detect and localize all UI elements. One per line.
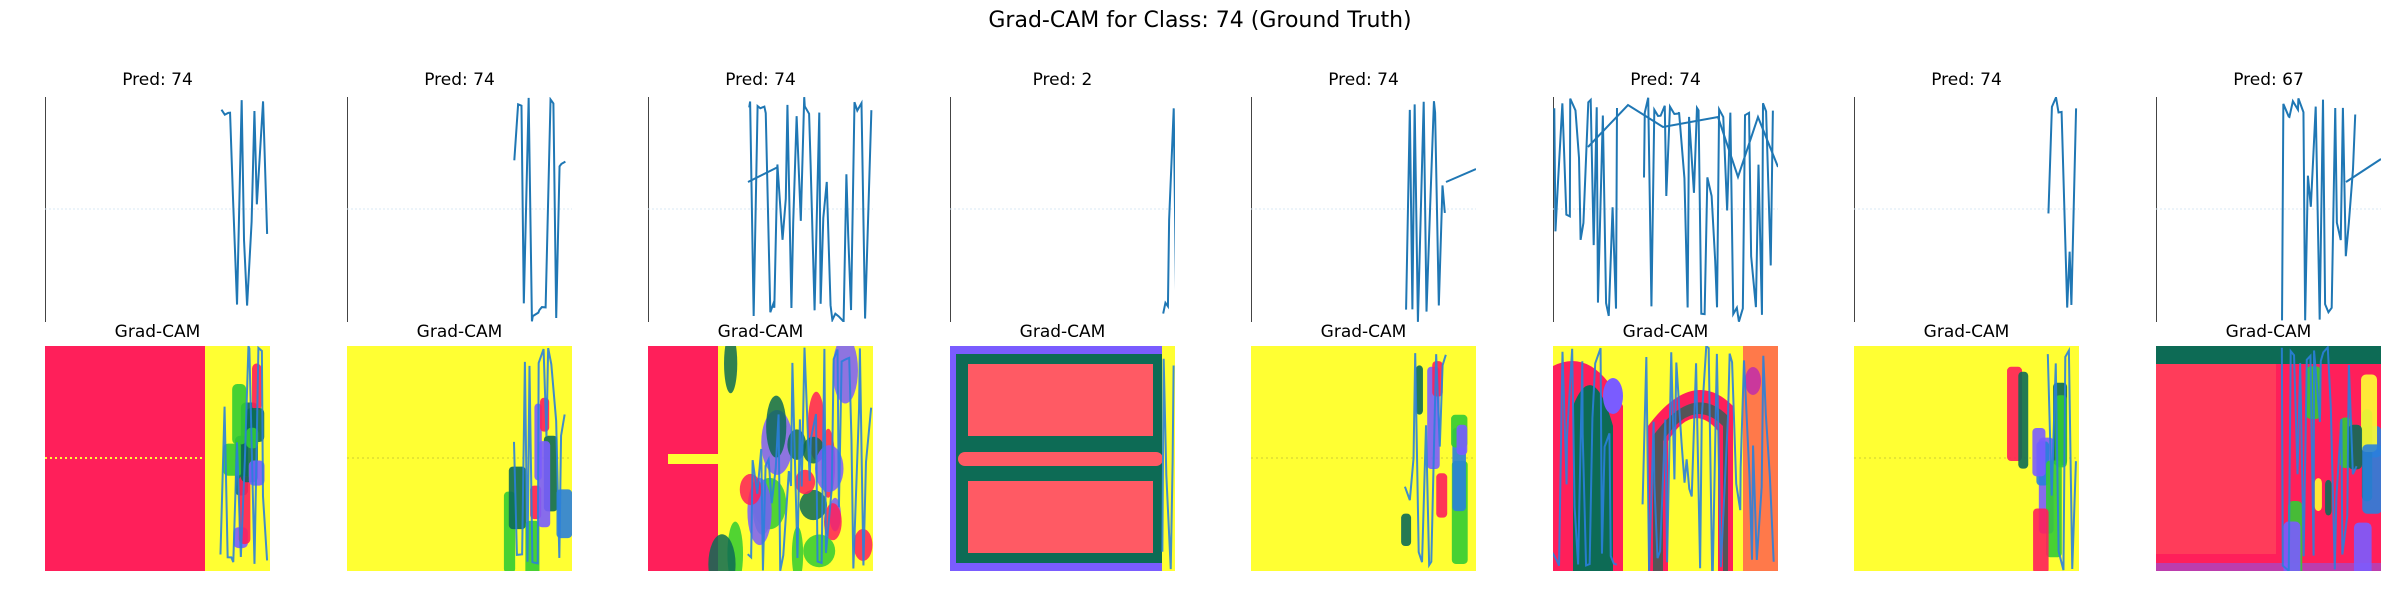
heatmap-svg [347,346,572,571]
overlay-trace [219,346,269,564]
signal-line-plot [45,97,270,322]
heatmap-svg [648,346,873,571]
signal-line-svg [1251,97,1476,322]
grad-cam-heatmap [347,346,572,571]
pred-title: Pred: 74 [122,70,193,90]
signal-line-plot [950,97,1175,322]
pred-title: Pred: 74 [725,70,796,90]
signal-line-svg [347,97,572,322]
signal-line-plot [1251,97,1476,322]
signal-line-plot [1854,97,2079,322]
signal-line-plot [1553,97,1778,322]
grad-cam-heatmap [950,346,1175,571]
grad-cam-heatmap [1553,346,1778,571]
signal-trace [1642,97,1774,322]
signal-trace [1553,97,1618,317]
signal-ramp [2345,158,2381,183]
heatmap-svg [2156,346,2381,571]
overlay-trace [2280,346,2358,571]
pred-title: Pred: 74 [1931,70,2002,90]
signal-ramp [1587,103,1778,181]
signal-trace [513,97,566,322]
signal-trace [2047,97,2078,308]
grad-cam-title: Grad-CAM [114,322,201,342]
pred-title: Pred: 74 [424,70,495,90]
heatmap-svg [1553,346,1778,571]
overlay-trace [1161,358,1175,570]
heatmap-svg [950,346,1175,571]
grad-cam-title: Grad-CAM [717,322,804,342]
signal-line-svg [648,97,873,322]
overlay-trace [2046,346,2077,571]
heatmap-svg [1251,346,1476,571]
figure-suptitle: Grad-CAM for Class: 74 (Ground Truth) [988,8,1412,33]
grad-cam-heatmap [1251,346,1476,571]
grad-cam-title: Grad-CAM [416,322,503,342]
pred-title: Pred: 74 [1328,70,1399,90]
signal-line-svg [1854,97,2079,322]
overlay-trace [1403,353,1447,569]
signal-line-plot [347,97,572,322]
signal-trace [2281,98,2357,321]
grad-cam-title: Grad-CAM [2225,322,2312,342]
heatmap-svg [1854,346,2079,571]
signal-trace [748,97,873,322]
grad-cam-heatmap [2156,346,2381,571]
signal-ramp [1445,168,1476,183]
grad-cam-heatmap [648,346,873,571]
overlay-trace [747,347,873,571]
heatmap-svg [45,346,270,571]
signal-line-svg [2156,97,2381,322]
grad-cam-heatmap [45,346,270,571]
overlay-trace [1641,346,1775,571]
signal-line-svg [45,97,270,322]
grad-cam-title: Grad-CAM [1923,322,2010,342]
signal-line-svg [1553,97,1778,322]
pred-title: Pred: 2 [1032,70,1093,90]
overlay-trace [512,347,566,565]
grad-cam-title: Grad-CAM [1320,322,1407,342]
signal-line-plot [2156,97,2381,322]
grad-cam-title: Grad-CAM [1622,322,1709,342]
signal-ramp [747,166,779,183]
signal-trace [1405,101,1446,322]
signal-trace [1162,108,1175,314]
grad-cam-title: Grad-CAM [1019,322,1106,342]
grad-cam-heatmap [1854,346,2079,571]
signal-line-plot [648,97,873,322]
signal-trace [220,100,269,306]
pred-title: Pred: 74 [1630,70,1701,90]
pred-title: Pred: 67 [2233,70,2304,90]
signal-line-svg [950,97,1175,322]
overlay-trace [1553,347,1618,567]
